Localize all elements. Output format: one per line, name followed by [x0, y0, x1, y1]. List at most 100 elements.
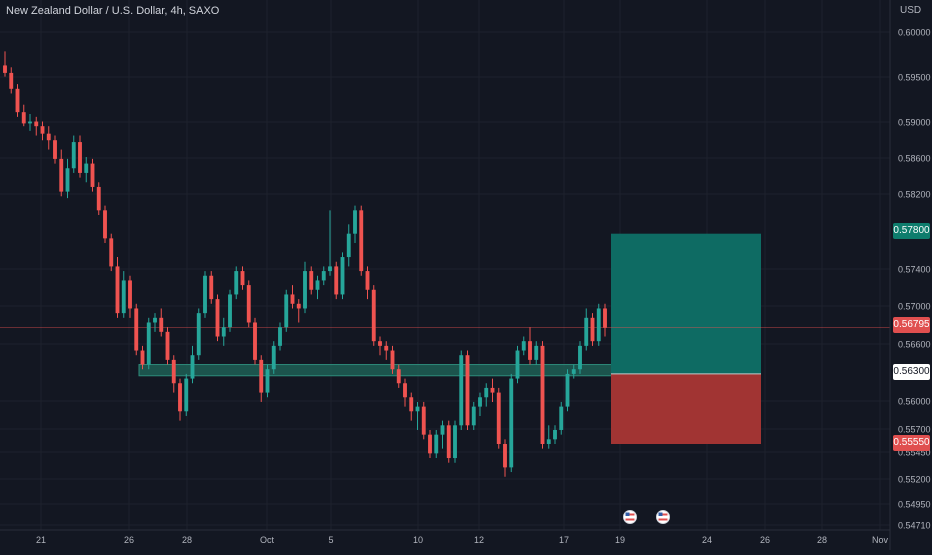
- candle: [578, 341, 582, 374]
- candle: [40, 121, 45, 141]
- candle-body: [215, 299, 220, 337]
- candle: [359, 205, 364, 276]
- price-tick-label: 0.54710: [898, 521, 931, 531]
- candle-body: [346, 233, 351, 258]
- time-tick-label: 24: [702, 535, 712, 545]
- candle: [78, 135, 82, 178]
- event-markers[interactable]: [623, 510, 670, 524]
- candle: [490, 378, 495, 402]
- candle-body: [334, 266, 339, 295]
- candle-body: [71, 142, 76, 169]
- candle-body: [515, 350, 520, 379]
- candle: [384, 341, 389, 360]
- price-tick-label: 0.54950: [898, 500, 931, 510]
- candle-body: [278, 327, 282, 346]
- candle: [528, 327, 532, 365]
- candle-body: [290, 294, 295, 304]
- candle-body: [328, 266, 332, 272]
- candle: [396, 364, 401, 388]
- candle-body: [121, 280, 126, 314]
- candle: [178, 378, 182, 421]
- symbol-legend[interactable]: New Zealand Dollar / U.S. Dollar, 4h, SA…: [6, 5, 220, 17]
- price-tick-label: 0.55450: [898, 448, 931, 458]
- candle: [371, 285, 376, 346]
- candle-body: [396, 369, 401, 384]
- candle-body: [596, 308, 601, 342]
- candle: [228, 289, 232, 332]
- candle: [446, 420, 451, 463]
- candle: [253, 317, 257, 365]
- candle-body: [253, 322, 257, 360]
- candle-body: [490, 387, 495, 393]
- candle: [515, 345, 520, 384]
- candle: [603, 303, 607, 337]
- candle: [390, 345, 395, 374]
- candle: [215, 294, 220, 342]
- stop-zone[interactable]: [611, 373, 761, 445]
- price-tick-label: 0.55200: [898, 475, 931, 485]
- candle-body: [434, 434, 439, 454]
- candle-body: [571, 369, 576, 374]
- price-tick-label: 0.57400: [898, 265, 931, 275]
- time-tick-label: 10: [413, 535, 423, 545]
- candle-body: [40, 126, 45, 134]
- candle: [103, 205, 107, 244]
- candle-body: [465, 355, 470, 426]
- time-tick-label: 26: [124, 535, 134, 545]
- candle: [71, 135, 76, 173]
- candle: [503, 439, 507, 477]
- time-tick-label: 28: [817, 535, 827, 545]
- candle: [465, 350, 470, 430]
- candle: [246, 280, 251, 328]
- candle-body: [484, 387, 489, 398]
- stop-loss-price-badge: 0.55550: [893, 435, 930, 451]
- candle: [309, 266, 314, 295]
- candle: [65, 158, 70, 199]
- candle-body: [296, 303, 301, 309]
- candle: [234, 266, 239, 300]
- candle-body: [21, 112, 26, 124]
- price-tick-label: 0.55700: [898, 425, 931, 435]
- candle-body: [59, 158, 64, 192]
- us-flag-icon[interactable]: [623, 510, 637, 524]
- candle: [146, 317, 151, 370]
- candle-body: [34, 121, 39, 127]
- position-zones: [0, 233, 890, 445]
- axes: 0.60000 0.59500 0.59000 0.58600 0.58200 0.574…: [36, 28, 931, 546]
- candle: [9, 67, 14, 94]
- candle: [559, 401, 564, 435]
- candle-body: [234, 271, 239, 295]
- candle-body: [496, 392, 501, 445]
- candle-body: [353, 210, 357, 234]
- time-tick-label: Nov: [872, 535, 889, 545]
- candle-body: [546, 439, 551, 445]
- candle-body: [271, 345, 276, 370]
- candle-body: [403, 383, 407, 398]
- candle: [571, 364, 576, 379]
- candle: [546, 425, 551, 449]
- candle: [59, 149, 64, 197]
- candle: [84, 157, 89, 183]
- candle-body: [540, 345, 545, 445]
- candle-body: [96, 186, 101, 211]
- price-tick-label: 0.59500: [898, 73, 931, 83]
- candle: [434, 429, 439, 459]
- candle: [415, 401, 420, 430]
- candle: [284, 289, 289, 332]
- take-profit-price-badge: 0.57800: [893, 223, 930, 239]
- candle-body: [84, 163, 89, 173]
- candle-body: [196, 313, 201, 356]
- candle: [28, 114, 32, 131]
- price-tick-label: 0.59000: [898, 118, 931, 128]
- price-tick-label: 0.57000: [898, 302, 931, 312]
- candle: [584, 308, 589, 351]
- candle: [271, 341, 276, 374]
- us-flag-icon[interactable]: [656, 510, 670, 524]
- time-tick-label: 5: [328, 535, 333, 545]
- target-zone[interactable]: [611, 233, 761, 374]
- candle: [540, 341, 545, 449]
- candle: [321, 266, 326, 286]
- time-tick-label: 19: [615, 535, 625, 545]
